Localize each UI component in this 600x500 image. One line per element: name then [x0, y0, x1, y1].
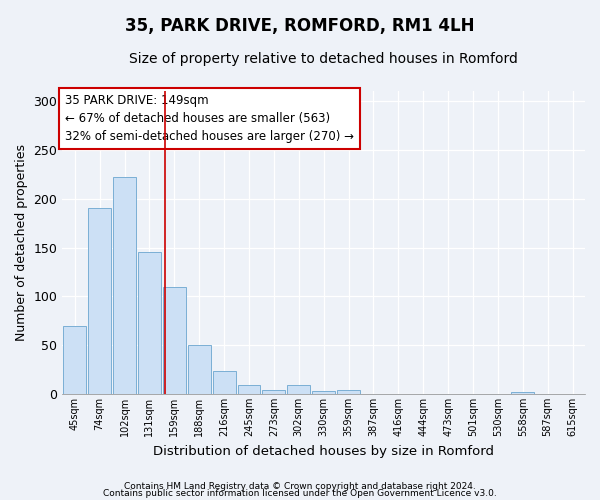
Bar: [262, 390, 286, 394]
Text: Contains HM Land Registry data © Crown copyright and database right 2024.: Contains HM Land Registry data © Crown c…: [124, 482, 476, 491]
Y-axis label: Number of detached properties: Number of detached properties: [15, 144, 28, 341]
Title: Size of property relative to detached houses in Romford: Size of property relative to detached ho…: [129, 52, 518, 66]
Bar: [212, 370, 236, 394]
Text: Contains public sector information licensed under the Open Government Licence v3: Contains public sector information licen…: [103, 490, 497, 498]
Bar: [63, 326, 86, 394]
Bar: [163, 286, 186, 394]
Bar: [312, 391, 335, 394]
Bar: [188, 345, 211, 394]
Bar: [113, 177, 136, 394]
Text: 35, PARK DRIVE, ROMFORD, RM1 4LH: 35, PARK DRIVE, ROMFORD, RM1 4LH: [125, 18, 475, 36]
Bar: [511, 392, 534, 394]
Bar: [138, 252, 161, 394]
Text: 35 PARK DRIVE: 149sqm
← 67% of detached houses are smaller (563)
32% of semi-det: 35 PARK DRIVE: 149sqm ← 67% of detached …: [65, 94, 354, 144]
X-axis label: Distribution of detached houses by size in Romford: Distribution of detached houses by size …: [153, 444, 494, 458]
Bar: [238, 385, 260, 394]
Bar: [287, 385, 310, 394]
Bar: [88, 208, 111, 394]
Bar: [337, 390, 360, 394]
